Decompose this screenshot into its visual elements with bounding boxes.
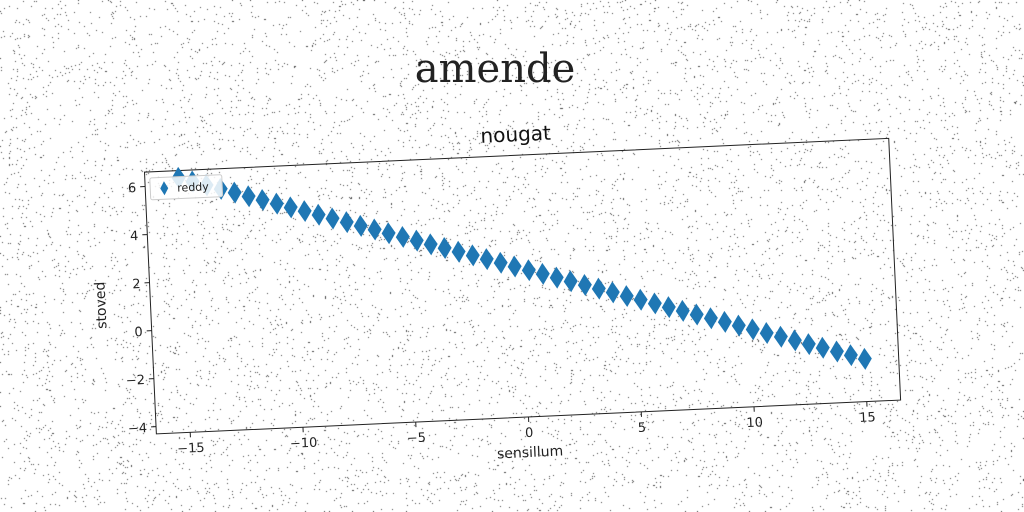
data-point: [353, 214, 368, 237]
data-point: [703, 307, 718, 330]
y-tick-label: 6: [128, 181, 137, 196]
data-point: [479, 248, 494, 271]
data-point: [381, 222, 396, 245]
y-tick-label: 4: [130, 229, 139, 244]
y-axis-label: stoved: [92, 281, 110, 329]
data-point: [297, 200, 312, 223]
figure-suptitle: amende: [414, 46, 576, 92]
data-point: [423, 233, 438, 256]
data-point: [451, 240, 466, 263]
data-point: [507, 255, 522, 278]
data-point: [619, 285, 634, 308]
data-point: [563, 270, 578, 293]
data-point: [577, 273, 592, 296]
data-point: [311, 203, 326, 226]
data-point: [689, 303, 704, 326]
y-tick-label: −2: [125, 373, 145, 389]
data-point: [465, 244, 480, 267]
y-tick-label: −4: [128, 421, 148, 437]
x-tick-label: 5: [638, 421, 647, 436]
data-point: [829, 340, 844, 363]
data-point: [745, 318, 760, 341]
data-point: [731, 314, 746, 337]
x-tick-label: 10: [746, 415, 763, 431]
data-point: [815, 336, 830, 359]
data-point: [367, 218, 382, 241]
legend-entry-label: reddy: [177, 180, 210, 194]
data-point: [521, 259, 536, 282]
data-point: [395, 225, 410, 248]
data-point: [437, 237, 452, 260]
data-point: [255, 188, 270, 211]
legend-marker-diamond-icon: [160, 181, 169, 196]
data-point: [661, 296, 676, 319]
data-point: [857, 347, 872, 370]
data-point: [325, 207, 340, 230]
y-tick-label: 2: [132, 277, 141, 292]
data-point: [647, 292, 662, 315]
data-point: [493, 251, 508, 274]
x-axis-ticks: −15 −10 −5 0 5 10 15: [177, 401, 876, 457]
data-point: [535, 262, 550, 285]
data-point: [675, 299, 690, 322]
data-point: [241, 185, 256, 208]
chart-title: nougat: [480, 121, 552, 148]
data-point: [843, 344, 858, 367]
data-point: [283, 196, 298, 219]
data-point: [801, 333, 816, 356]
legend: reddy: [149, 174, 224, 201]
data-point: [549, 266, 564, 289]
y-axis-ticks: −4 −2 0 2 4 6: [125, 181, 157, 437]
data-point: [269, 192, 284, 215]
data-point: [773, 325, 788, 348]
y-tick-label: 0: [134, 325, 143, 340]
legend-box: [149, 174, 224, 201]
data-point: [227, 181, 242, 204]
data-point: [759, 322, 774, 345]
x-tick-label: −15: [177, 441, 205, 457]
x-tick-label: 0: [525, 426, 534, 441]
x-axis-label: sensillum: [497, 443, 564, 462]
data-point: [409, 229, 424, 252]
x-tick-label: −10: [290, 436, 318, 452]
data-point: [591, 277, 606, 300]
x-tick-label: 15: [859, 410, 876, 426]
x-tick-label: −5: [407, 431, 427, 447]
data-points: [171, 166, 872, 370]
data-point: [605, 281, 620, 304]
data-point: [339, 211, 354, 234]
data-point: [717, 310, 732, 333]
axes-frame: [143, 137, 902, 435]
data-point: [787, 329, 802, 352]
data-point: [633, 288, 648, 311]
